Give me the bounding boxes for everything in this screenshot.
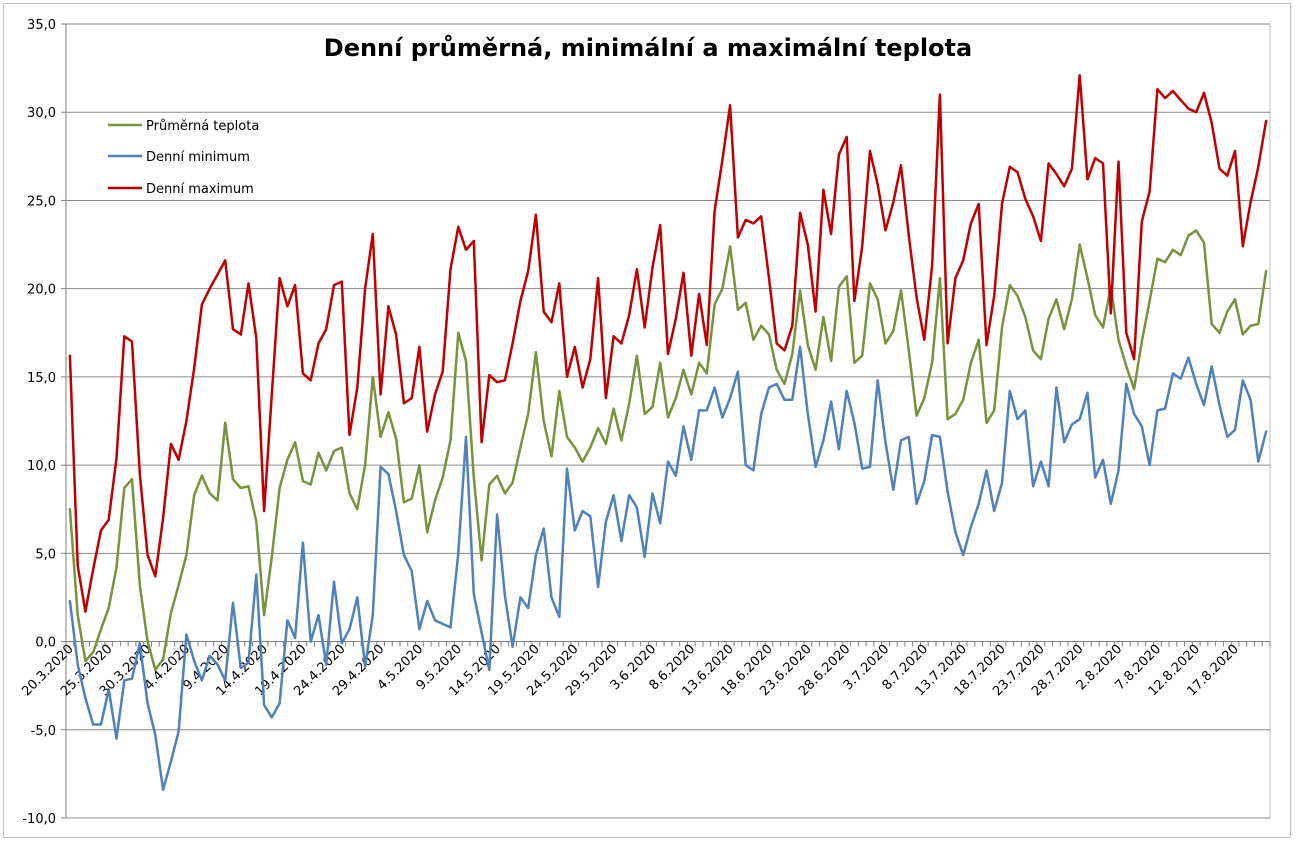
chart-title: Denní průměrná, minimální a maximální te… <box>324 34 972 62</box>
y-tick-label: 35,0 <box>27 18 56 33</box>
y-tick-label: -10,0 <box>22 812 56 827</box>
series-line-prumerna <box>68 229 1268 672</box>
y-tick-label: 0,0 <box>35 636 56 651</box>
y-axis-ticks: -10,0 -5,0 0,0 5,0 10,0 15,0 20,0 25,0 30,0 35,0 <box>22 18 67 827</box>
legend-label: Průměrná teplota <box>146 119 259 134</box>
y-tick-label: -5,0 <box>31 724 56 739</box>
y-tick-label: 20,0 <box>27 283 56 298</box>
y-tick-label: 10,0 <box>27 459 56 474</box>
legend-label: Denní maximum <box>146 182 254 197</box>
y-tick-label: 5,0 <box>35 547 56 562</box>
x-axis: 20.3.202025.3.202030.3.20204.4.20209.4.2… <box>19 641 1271 699</box>
series-line-minimum <box>68 345 1268 792</box>
y-tick-label: 25,0 <box>27 194 56 209</box>
legend: Průměrná teplota Denní minimum Denní maxim… <box>108 119 259 197</box>
legend-label: Denní minimum <box>146 150 250 165</box>
y-tick-label: 15,0 <box>27 371 56 386</box>
y-tick-label: 30,0 <box>27 106 56 121</box>
series-lines <box>68 73 1268 792</box>
series-line-maximum <box>68 73 1268 613</box>
